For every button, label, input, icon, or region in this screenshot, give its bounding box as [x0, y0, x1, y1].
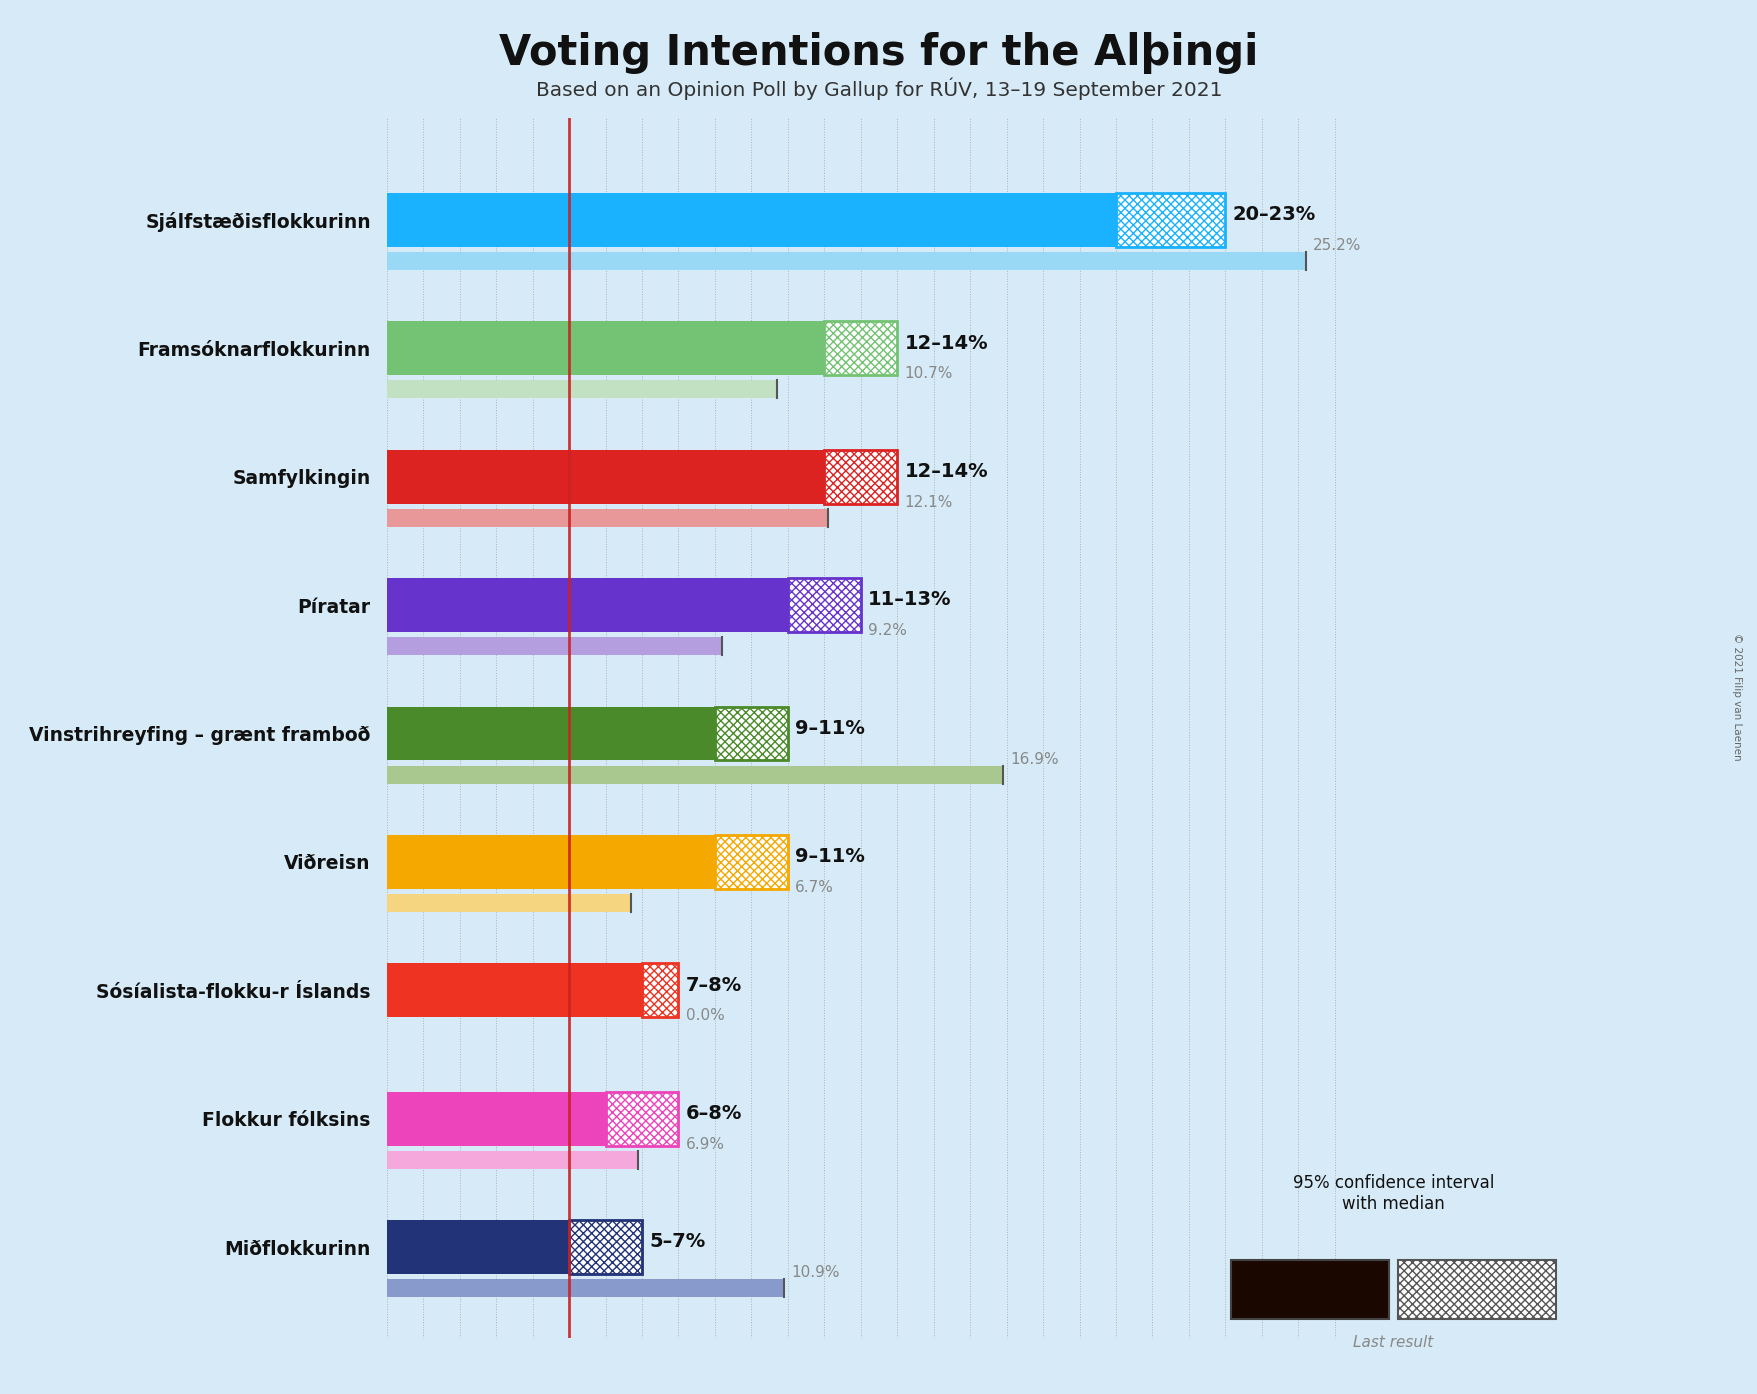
Bar: [387, 252, 1305, 270]
Bar: [787, 579, 861, 631]
Bar: [715, 707, 787, 761]
Text: 12–14%: 12–14%: [905, 333, 987, 353]
Text: 12.1%: 12.1%: [905, 495, 952, 510]
Bar: [387, 707, 715, 761]
Text: 11–13%: 11–13%: [868, 591, 951, 609]
Text: 20–23%: 20–23%: [1232, 205, 1316, 224]
Bar: [387, 637, 722, 655]
Bar: [641, 963, 678, 1018]
Bar: [387, 765, 1003, 783]
Text: 0.0%: 0.0%: [685, 1008, 724, 1023]
Bar: [824, 450, 896, 503]
Text: Voting Intentions for the Alþingi: Voting Intentions for the Alþingi: [499, 32, 1258, 74]
Bar: [824, 322, 896, 375]
Text: Last result: Last result: [1353, 1335, 1432, 1351]
Bar: [387, 1220, 569, 1274]
Bar: [715, 707, 787, 761]
Bar: [1116, 192, 1225, 247]
Text: 9–11%: 9–11%: [794, 848, 864, 866]
Text: 25.2%: 25.2%: [1312, 238, 1360, 254]
Bar: [824, 450, 896, 503]
Bar: [387, 1092, 604, 1146]
Text: 16.9%: 16.9%: [1010, 751, 1058, 767]
Bar: [387, 579, 787, 631]
Text: 9.2%: 9.2%: [868, 623, 907, 638]
Bar: [1116, 192, 1225, 247]
Text: 6–8%: 6–8%: [685, 1104, 741, 1124]
Text: 95% confidence interval
with median: 95% confidence interval with median: [1291, 1174, 1493, 1213]
Text: 10.7%: 10.7%: [905, 367, 952, 382]
Bar: [569, 1220, 641, 1274]
Bar: [604, 1092, 678, 1146]
Text: 6.7%: 6.7%: [794, 880, 833, 895]
Text: Based on an Opinion Poll by Gallup for RÚV, 13–19 September 2021: Based on an Opinion Poll by Gallup for R…: [536, 78, 1221, 100]
Bar: [387, 450, 824, 503]
Bar: [715, 835, 787, 889]
Bar: [387, 1151, 638, 1168]
Text: © 2021 Filip van Laenen: © 2021 Filip van Laenen: [1731, 633, 1741, 761]
Bar: [387, 835, 715, 889]
Bar: [824, 322, 896, 375]
Bar: [387, 192, 1116, 247]
Text: 9–11%: 9–11%: [794, 719, 864, 737]
Bar: [787, 579, 861, 631]
Text: 12–14%: 12–14%: [905, 461, 987, 481]
Bar: [715, 835, 787, 889]
Text: 7–8%: 7–8%: [685, 976, 741, 995]
Text: 6.9%: 6.9%: [685, 1138, 724, 1151]
Bar: [387, 509, 828, 527]
Bar: [604, 1092, 678, 1146]
Text: 5–7%: 5–7%: [648, 1232, 705, 1252]
Bar: [387, 1280, 784, 1298]
Bar: [387, 894, 631, 912]
Bar: [387, 963, 641, 1018]
Bar: [569, 1220, 641, 1274]
Bar: [387, 322, 824, 375]
Bar: [387, 381, 777, 399]
Bar: [641, 963, 678, 1018]
Text: 10.9%: 10.9%: [791, 1266, 840, 1280]
